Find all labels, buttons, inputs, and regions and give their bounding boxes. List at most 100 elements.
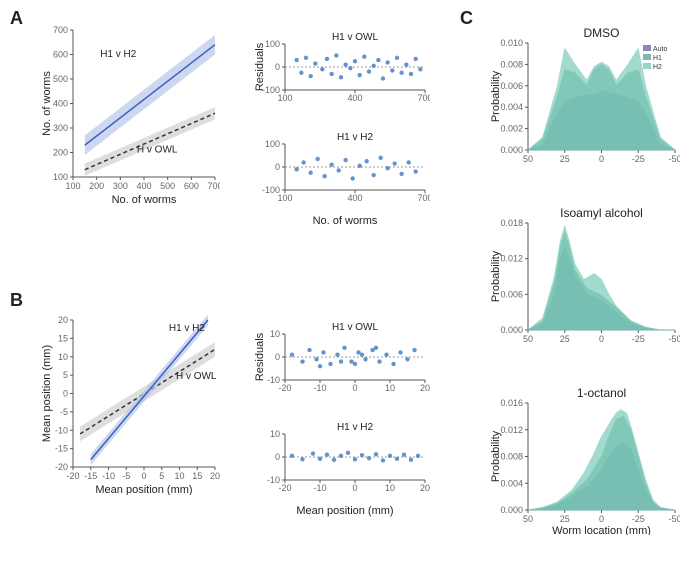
svg-text:No. of worms: No. of worms: [112, 194, 177, 205]
panel-c-octanol: 1-octanol50250-25-500.0000.0040.0080.012…: [490, 385, 680, 535]
svg-text:H1 v OWL: H1 v OWL: [332, 32, 379, 43]
svg-text:500: 500: [160, 181, 175, 191]
svg-text:H1 v H2: H1 v H2: [337, 422, 374, 433]
svg-text:700: 700: [417, 193, 430, 203]
svg-text:0: 0: [599, 514, 604, 524]
svg-text:100: 100: [265, 39, 280, 49]
svg-text:0.006: 0.006: [500, 289, 523, 299]
svg-text:0: 0: [275, 452, 280, 462]
svg-text:Auto: Auto: [653, 46, 668, 53]
svg-text:-25: -25: [632, 514, 645, 524]
svg-text:10: 10: [385, 383, 395, 393]
svg-text:50: 50: [523, 154, 533, 164]
svg-text:700: 700: [53, 25, 68, 35]
svg-text:0.008: 0.008: [500, 59, 523, 69]
svg-text:0: 0: [352, 483, 357, 493]
svg-text:0: 0: [141, 471, 146, 481]
svg-text:0: 0: [275, 162, 280, 172]
svg-text:DMSO: DMSO: [584, 26, 620, 40]
svg-text:0.000: 0.000: [500, 325, 523, 335]
svg-text:50: 50: [523, 514, 533, 524]
svg-text:0.012: 0.012: [500, 254, 523, 264]
svg-text:Probability: Probability: [490, 70, 502, 122]
panel-a-residuals-bottom: H1 v H2-1000100100400700: [255, 130, 430, 210]
svg-text:Probability: Probability: [490, 430, 502, 482]
svg-text:-50: -50: [668, 514, 680, 524]
svg-text:20: 20: [210, 471, 220, 481]
panel-c-dmso: DMSO50250-25-500.0000.0020.0040.0060.008…: [490, 25, 680, 175]
svg-text:H2: H2: [653, 64, 662, 71]
svg-text:400: 400: [347, 193, 362, 203]
svg-text:700: 700: [417, 93, 430, 103]
svg-text:20: 20: [58, 315, 68, 325]
svg-text:0.016: 0.016: [500, 398, 523, 408]
svg-text:300: 300: [113, 181, 128, 191]
svg-text:400: 400: [53, 99, 68, 109]
svg-text:0.018: 0.018: [500, 218, 523, 228]
svg-text:0.000: 0.000: [500, 145, 523, 155]
svg-text:0: 0: [275, 352, 280, 362]
svg-text:-20: -20: [55, 462, 68, 472]
b-res-xlabel: Mean position (mm): [290, 505, 400, 517]
svg-text:10: 10: [58, 352, 68, 362]
svg-text:Residuals: Residuals: [255, 42, 266, 91]
svg-text:0: 0: [275, 62, 280, 72]
svg-text:700: 700: [207, 181, 220, 191]
svg-text:5: 5: [63, 370, 68, 380]
svg-text:200: 200: [89, 181, 104, 191]
svg-text:-15: -15: [84, 471, 97, 481]
svg-text:400: 400: [347, 93, 362, 103]
svg-text:100: 100: [65, 181, 80, 191]
svg-text:H v OWL: H v OWL: [137, 145, 178, 156]
svg-text:-5: -5: [60, 407, 68, 417]
svg-text:25: 25: [560, 154, 570, 164]
svg-text:0.010: 0.010: [500, 38, 523, 48]
svg-text:0.000: 0.000: [500, 505, 523, 515]
svg-text:200: 200: [53, 148, 68, 158]
svg-text:0.008: 0.008: [500, 452, 523, 462]
svg-text:Mean position (mm): Mean position (mm): [41, 345, 53, 442]
svg-text:Residuals: Residuals: [255, 332, 266, 381]
svg-text:-10: -10: [313, 483, 326, 493]
svg-text:500: 500: [53, 74, 68, 84]
panel-a-label: A: [10, 8, 23, 29]
svg-text:5: 5: [159, 471, 164, 481]
svg-text:0.004: 0.004: [500, 478, 523, 488]
svg-text:0.004: 0.004: [500, 102, 523, 112]
svg-text:-20: -20: [66, 471, 79, 481]
svg-text:Isoamyl alcohol: Isoamyl alcohol: [560, 206, 643, 220]
svg-text:H1 v H2: H1 v H2: [169, 323, 206, 334]
svg-text:-25: -25: [632, 154, 645, 164]
svg-text:Probability: Probability: [490, 250, 502, 302]
svg-text:-15: -15: [55, 444, 68, 454]
svg-text:50: 50: [523, 334, 533, 344]
svg-text:H1 v OWL: H1 v OWL: [332, 322, 379, 333]
svg-text:20: 20: [420, 483, 430, 493]
svg-text:100: 100: [277, 193, 292, 203]
svg-text:400: 400: [136, 181, 151, 191]
svg-text:0: 0: [599, 154, 604, 164]
svg-text:-10: -10: [55, 425, 68, 435]
panel-b-residuals-top: H1 v OWL-10010-20-1001020Residuals: [255, 320, 430, 400]
svg-text:10: 10: [174, 471, 184, 481]
svg-text:0: 0: [599, 334, 604, 344]
svg-text:-50: -50: [668, 154, 680, 164]
panel-a-regression: 1002003004005006007001002003004005006007…: [40, 25, 220, 205]
svg-text:15: 15: [192, 471, 202, 481]
svg-text:0.012: 0.012: [500, 425, 523, 435]
svg-text:-10: -10: [102, 471, 115, 481]
svg-text:0: 0: [352, 383, 357, 393]
svg-text:10: 10: [270, 429, 280, 439]
svg-text:15: 15: [58, 333, 68, 343]
svg-text:100: 100: [265, 139, 280, 149]
svg-text:0: 0: [63, 389, 68, 399]
svg-text:600: 600: [53, 50, 68, 60]
panel-b-regression: -20-15-10-505101520-20-15-10-505101520H …: [40, 315, 220, 495]
svg-text:10: 10: [270, 329, 280, 339]
svg-text:100: 100: [53, 172, 68, 182]
svg-text:1-octanol: 1-octanol: [577, 386, 626, 400]
svg-text:Mean position (mm): Mean position (mm): [95, 484, 192, 495]
svg-text:H1: H1: [653, 55, 662, 62]
svg-text:-5: -5: [122, 471, 130, 481]
svg-text:0.006: 0.006: [500, 81, 523, 91]
